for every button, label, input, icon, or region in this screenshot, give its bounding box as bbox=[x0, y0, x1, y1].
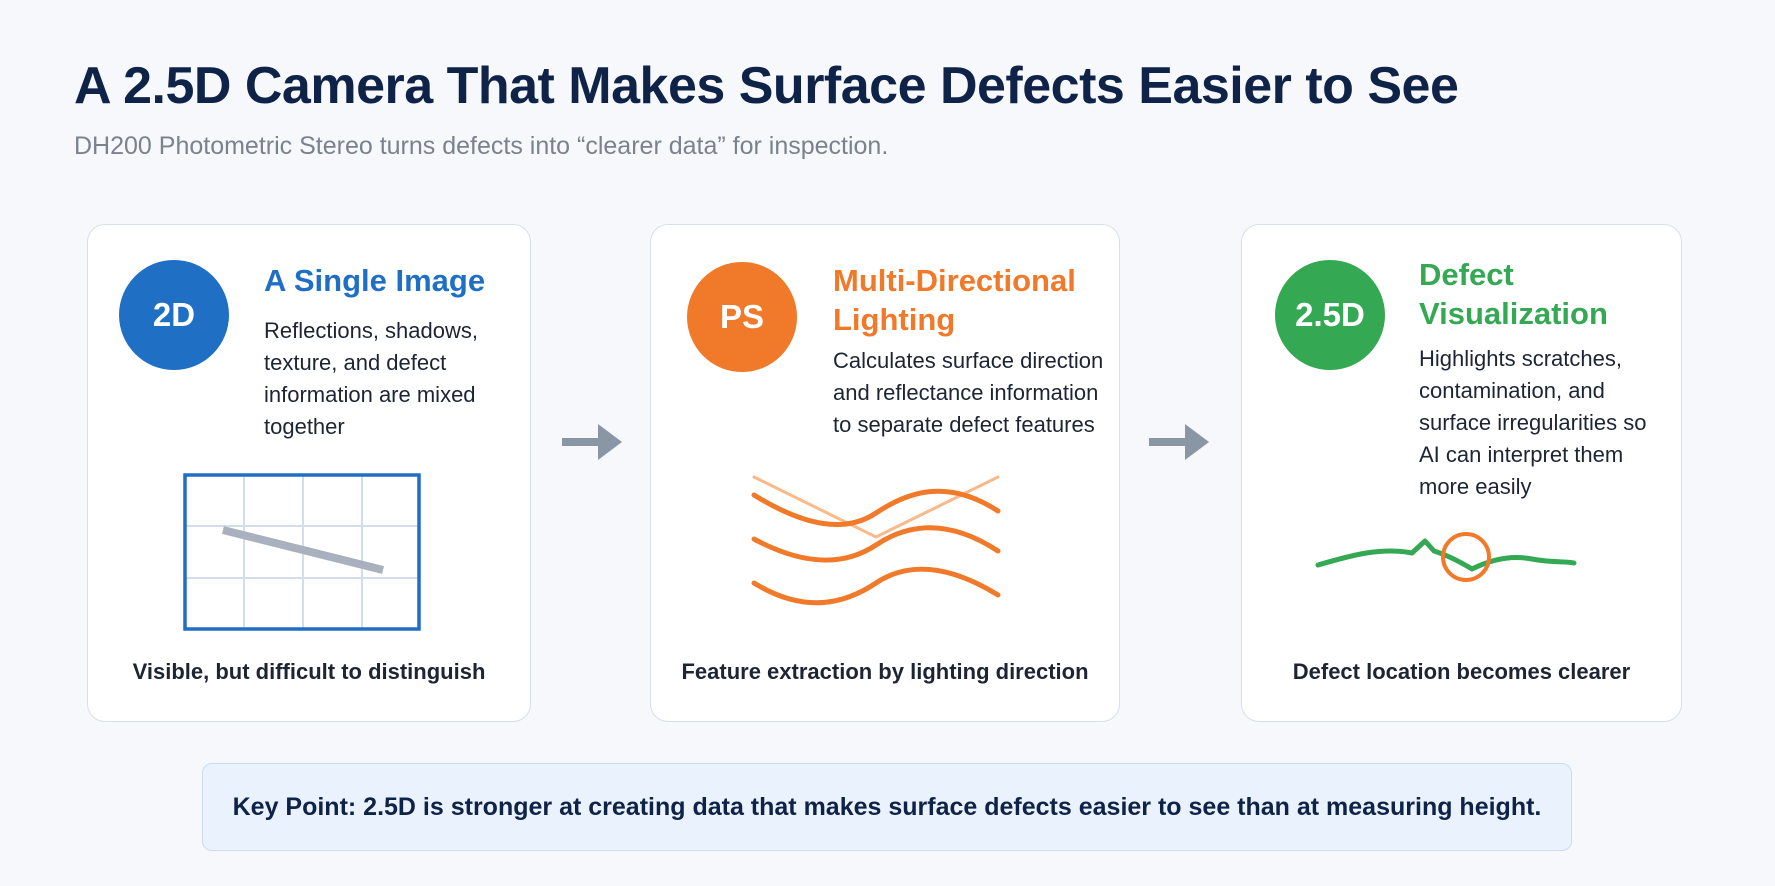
lighting-waves-icon bbox=[751, 475, 1001, 606]
card-ps-multi-directional-lighting: PS Multi-Directional Lighting Calculates… bbox=[650, 224, 1120, 722]
badge-2d: 2D bbox=[119, 260, 229, 370]
desc-line: texture, and defect bbox=[264, 350, 447, 375]
key-point-text: Key Point: 2.5D is stronger at creating … bbox=[232, 792, 1542, 821]
desc-line: surface irregularities so bbox=[1419, 410, 1647, 435]
desc-line: together bbox=[264, 414, 345, 439]
card-2-5d-defect-visualization: 2.5D Defect Visualization Highlights scr… bbox=[1241, 224, 1682, 722]
page-title: A 2.5D Camera That Makes Surface Defects… bbox=[74, 57, 1459, 115]
title-line: Multi-Directional bbox=[833, 263, 1076, 298]
desc-line: to separate defect features bbox=[833, 412, 1095, 437]
title-line: Lighting bbox=[833, 302, 956, 337]
title-line: Visualization bbox=[1419, 296, 1608, 331]
desc-line: AI can interpret them bbox=[1419, 442, 1624, 467]
title-line: Defect bbox=[1419, 257, 1514, 292]
card-desc-single-image: Reflections, shadows, texture, and defec… bbox=[264, 315, 478, 443]
caption-defect-visualization: Defect location becomes clearer bbox=[1292, 659, 1631, 684]
card-title-multi-directional: Multi-Directional Lighting bbox=[833, 261, 1076, 339]
card-title-defect-visualization: Defect Visualization bbox=[1419, 255, 1608, 333]
caption-multi-directional: Feature extraction by lighting direction bbox=[681, 659, 1089, 684]
badge-2-5d: 2.5D bbox=[1275, 260, 1385, 370]
desc-line: Calculates surface direction bbox=[833, 348, 1104, 373]
desc-line: more easily bbox=[1419, 474, 1532, 499]
desc-line: and reflectance information bbox=[833, 380, 1099, 405]
card-2d-single-image: 2D A Single Image Reflections, shadows, … bbox=[87, 224, 531, 722]
card-title-single-image: A Single Image bbox=[264, 263, 486, 298]
grid-with-scratch-icon bbox=[183, 473, 421, 631]
arrow-right-icon bbox=[562, 424, 622, 460]
desc-line: Highlights scratches, bbox=[1419, 346, 1622, 371]
key-point-banner: Key Point: 2.5D is stronger at creating … bbox=[202, 763, 1572, 851]
card-desc-defect-visualization: Highlights scratches, contamination, and… bbox=[1419, 343, 1646, 503]
page-subtitle: DH200 Photometric Stereo turns defects i… bbox=[74, 132, 889, 160]
caption-single-image: Visible, but difficult to distinguish bbox=[132, 659, 486, 684]
desc-line: information are mixed bbox=[264, 382, 476, 407]
arrow-right-icon bbox=[1149, 424, 1209, 460]
defect-profile-icon bbox=[1315, 532, 1577, 582]
desc-line: Reflections, shadows, bbox=[264, 318, 478, 343]
badge-ps: PS bbox=[687, 262, 797, 372]
desc-line: contamination, and bbox=[1419, 378, 1605, 403]
card-desc-multi-directional: Calculates surface direction and reflect… bbox=[833, 345, 1103, 441]
